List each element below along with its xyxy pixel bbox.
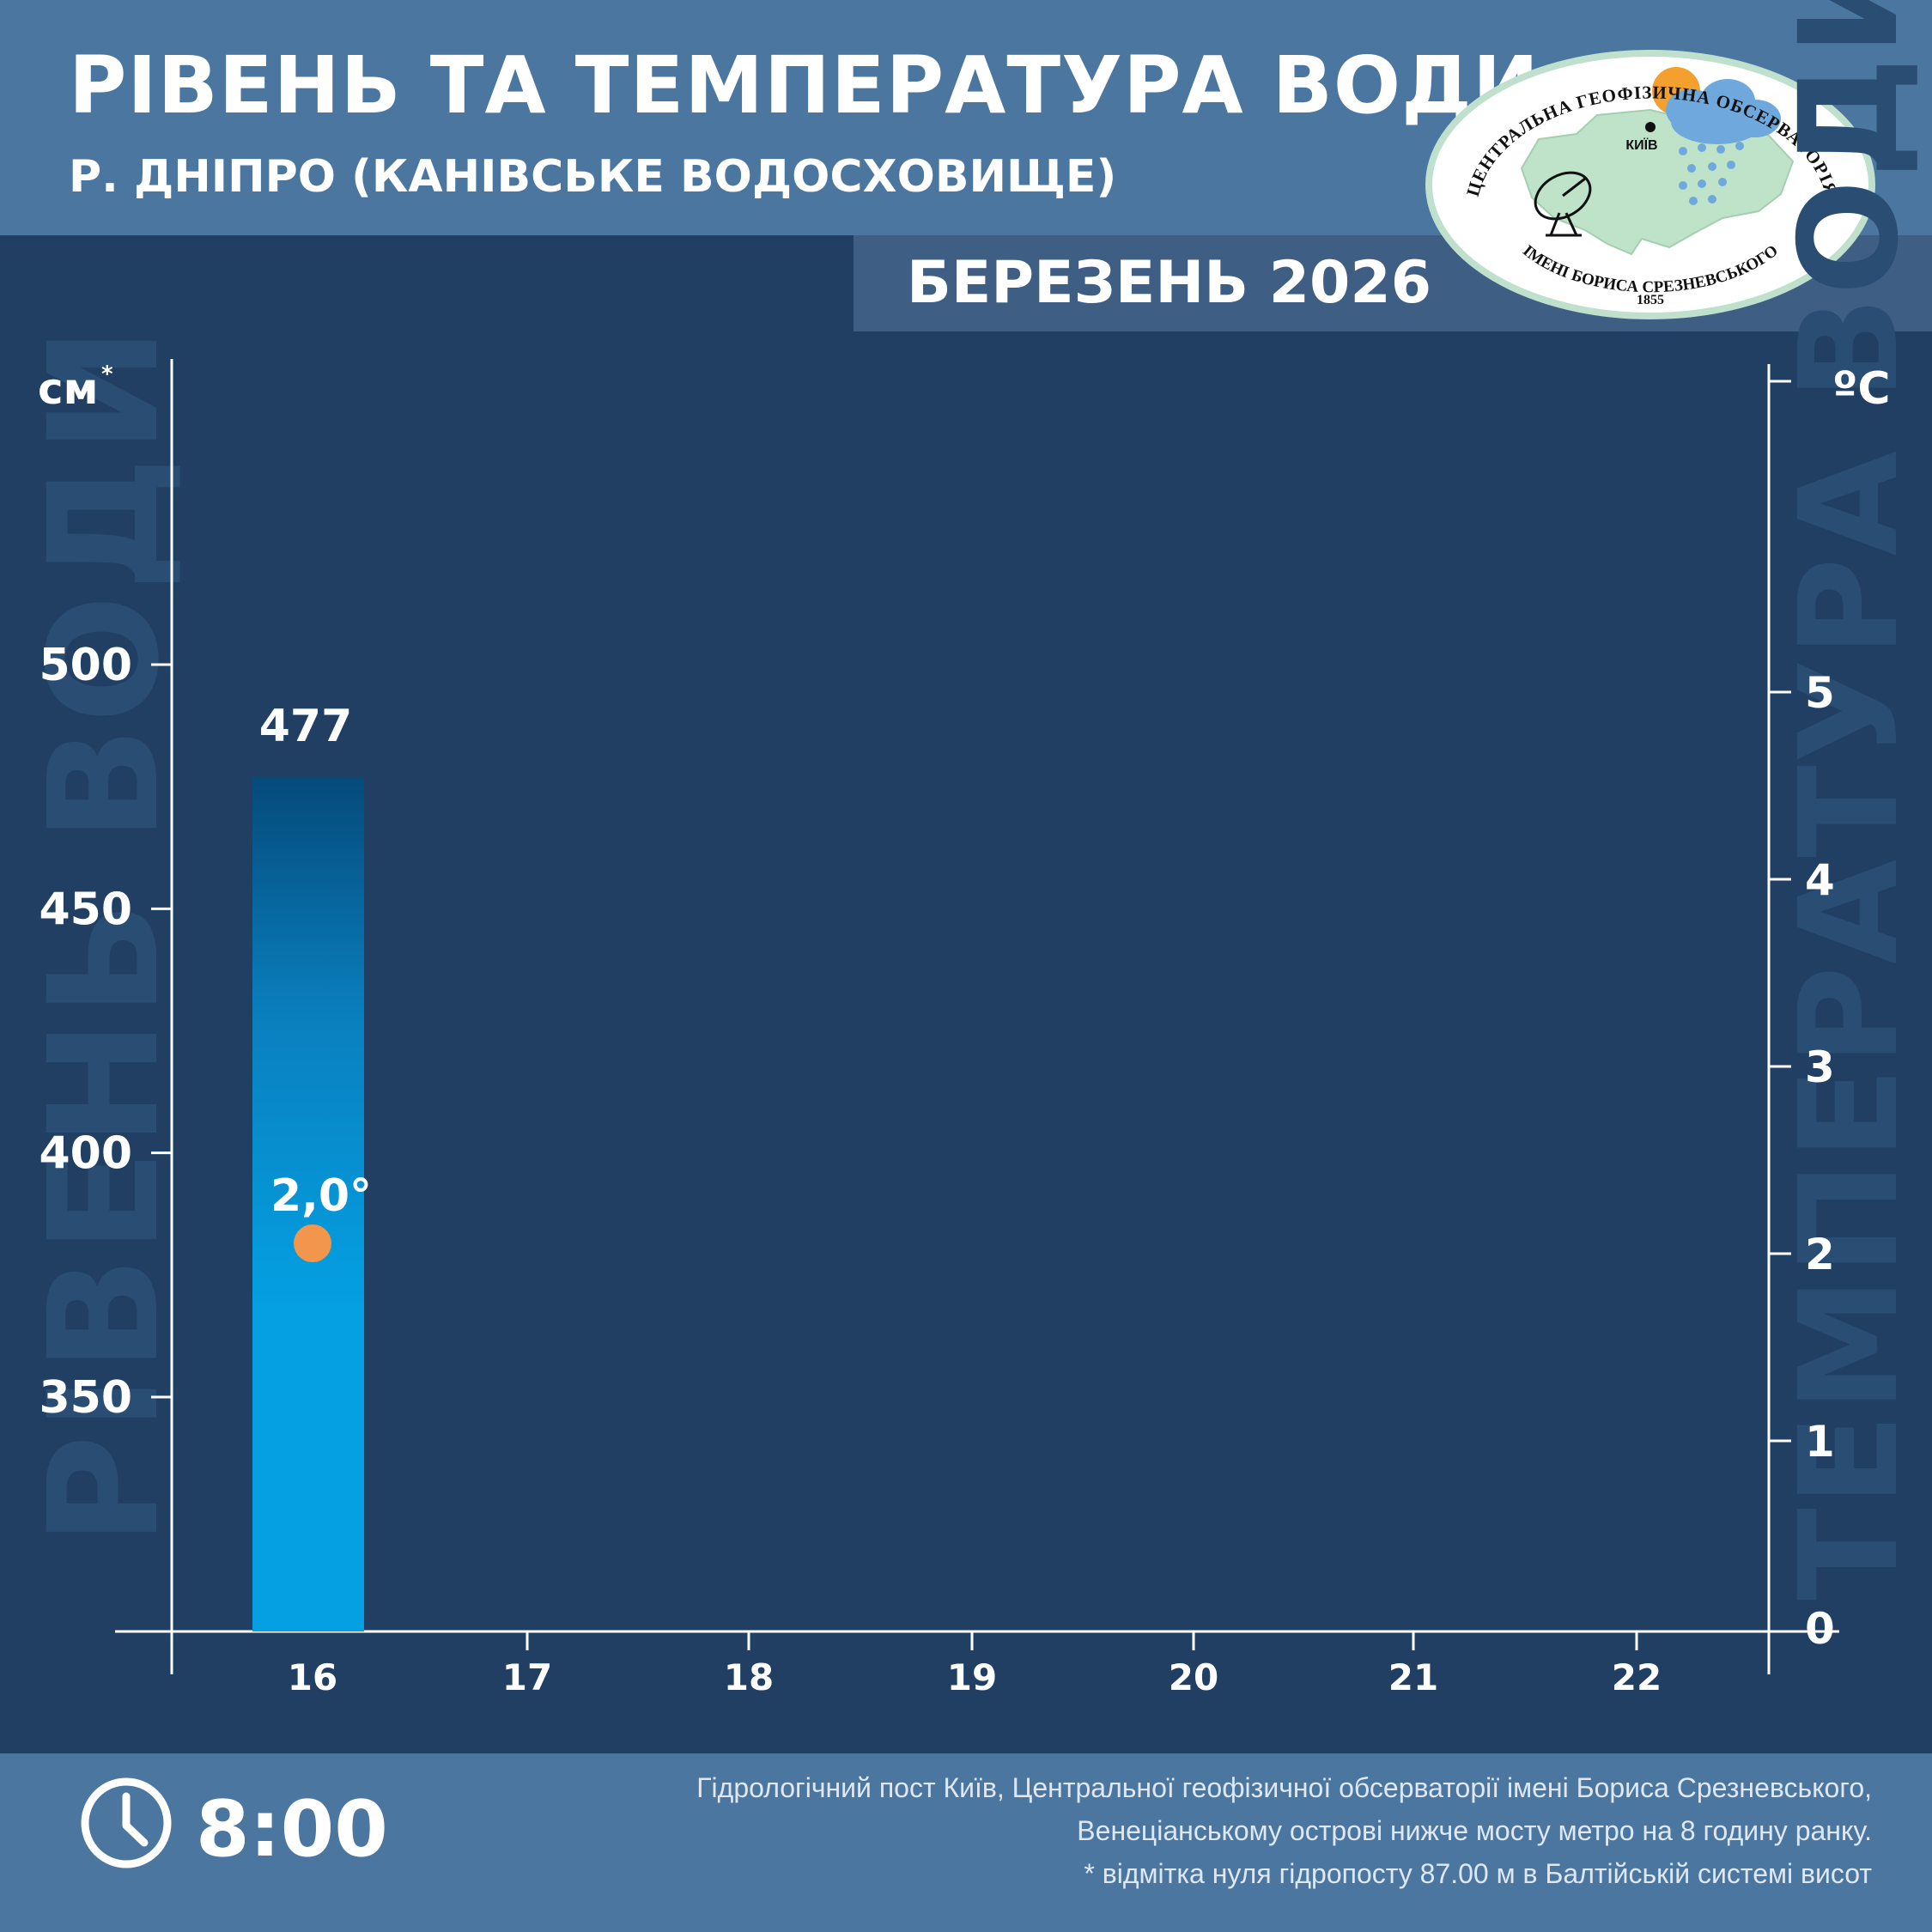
x-tick-label: 21 xyxy=(1388,1656,1438,1698)
footer-note-line2: Венеціанському острові нижче мосту метро… xyxy=(1077,1815,1872,1846)
level-watermark: РІВЕНЬ ВОДИ xyxy=(16,324,192,1546)
right-axis-unit: ºC xyxy=(1832,363,1891,415)
left-axis-ticks: 350 400 450 500 xyxy=(39,640,172,1424)
logo-city: КИЇВ xyxy=(1625,137,1657,153)
right-axis-ticks: 0 1 2 3 4 5 xyxy=(1769,380,1835,1654)
left-tick-label: 350 xyxy=(39,1372,132,1424)
clock-icon xyxy=(81,1777,172,1868)
footer-note-line3: * відмітка нуля гідропосту 87.00 м в Бал… xyxy=(1084,1858,1872,1889)
logo-year: 1855 xyxy=(1637,293,1664,307)
right-tick-label: 4 xyxy=(1805,855,1835,905)
observatory-logo: КИЇВ ЦЕНТРАЛЬНА ГЕОФІЗИЧНА ОБСЕРВАТОРІЯ … xyxy=(1425,50,1875,319)
footer-band xyxy=(0,1753,1932,1932)
x-tick-label: 19 xyxy=(947,1656,997,1698)
x-tick-label: 17 xyxy=(502,1656,552,1698)
x-tick-label: 16 xyxy=(288,1656,337,1698)
left-tick-label: 450 xyxy=(39,884,132,935)
right-tick-label: 3 xyxy=(1805,1042,1835,1092)
left-axis-unit-mark: * xyxy=(101,361,113,387)
ukraine-map-icon xyxy=(1520,108,1795,256)
kyiv-dot xyxy=(1645,122,1656,132)
observation-time: 8:00 xyxy=(196,1784,388,1874)
water-chart: РІВЕНЬ ВОДИ ТЕМПЕРАТУРА ВОДИ см * ºC 350… xyxy=(16,0,1929,1698)
left-tick-label: 400 xyxy=(39,1128,132,1180)
level-bar xyxy=(252,776,364,1631)
temperature-points: 2,0° xyxy=(270,1170,372,1262)
right-tick-label: 0 xyxy=(1805,1604,1835,1654)
level-value-label: 477 xyxy=(259,701,353,752)
rain-cloud-icon xyxy=(1666,79,1781,205)
page-title: РІВЕНЬ ТА ТЕМПЕРАТУРА ВОДИ xyxy=(69,39,1540,131)
x-tick-label: 18 xyxy=(724,1656,774,1698)
right-tick-label: 5 xyxy=(1805,668,1835,718)
footer-note-line1: Гідрологічний пост Київ, Центральної гео… xyxy=(696,1772,1872,1803)
temperature-point xyxy=(294,1224,331,1262)
left-tick-label: 500 xyxy=(39,640,132,691)
temperature-watermark: ТЕМПЕРАТУРА ВОДИ xyxy=(1771,0,1929,1601)
month-label: БЕРЕЗЕНЬ 2026 xyxy=(907,249,1432,317)
x-tick-label: 22 xyxy=(1612,1656,1662,1698)
radar-dish-icon xyxy=(1534,171,1592,237)
level-bars: 477 xyxy=(252,701,364,1631)
page-subtitle: Р. ДНІПРО (КАНІВСЬКЕ ВОДОСХОВИЩЕ) xyxy=(69,151,1117,203)
x-axis-ticks: 16 17 18 19 20 21 22 xyxy=(288,1631,1662,1698)
right-tick-label: 2 xyxy=(1805,1230,1835,1279)
temperature-value-label: 2,0° xyxy=(270,1170,372,1222)
x-tick-label: 20 xyxy=(1169,1656,1218,1698)
left-axis-unit: см xyxy=(38,364,99,414)
right-tick-label: 1 xyxy=(1805,1417,1835,1467)
